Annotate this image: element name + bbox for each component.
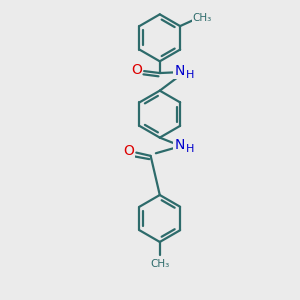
- Text: N: N: [174, 64, 184, 78]
- Text: CH₃: CH₃: [193, 13, 212, 22]
- Text: O: O: [131, 63, 142, 77]
- Text: CH₃: CH₃: [150, 259, 170, 269]
- Text: N: N: [174, 138, 184, 152]
- Text: O: O: [123, 144, 134, 158]
- Text: H: H: [186, 70, 194, 80]
- Text: H: H: [186, 144, 194, 154]
